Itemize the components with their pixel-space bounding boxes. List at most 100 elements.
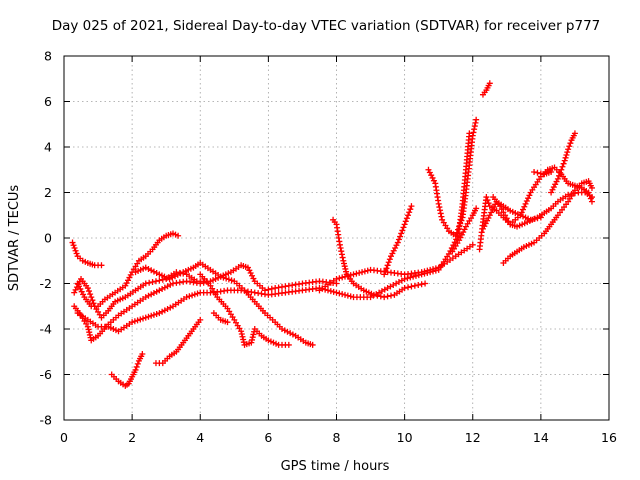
data-point-marker (412, 272, 419, 279)
x-tick-label: 8 (333, 430, 341, 445)
data-point-marker (186, 293, 193, 300)
data-point-marker (224, 319, 231, 326)
data-point-marker (268, 285, 275, 292)
data-point-marker (401, 285, 408, 292)
data-point-marker (469, 241, 476, 248)
data-point-marker (86, 329, 93, 336)
data-point-marker (340, 260, 347, 267)
data-point-marker (191, 291, 198, 298)
data-point-marker (339, 274, 346, 281)
data-point-marker (427, 266, 434, 273)
data-point-marker (564, 149, 571, 156)
data-point-marker (84, 323, 91, 330)
data-point-marker (309, 341, 316, 348)
data-point-marker (483, 194, 490, 201)
data-point-marker (85, 326, 92, 333)
data-point-marker (485, 200, 492, 207)
data-point-marker (149, 278, 156, 285)
series-track-21 (531, 169, 555, 178)
data-point-marker (330, 288, 337, 295)
data-point-marker (397, 233, 404, 240)
series-track-23 (479, 198, 544, 232)
data-point-marker (410, 273, 417, 280)
data-point-marker (559, 163, 566, 170)
data-point-marker (531, 216, 538, 223)
data-point-marker (339, 291, 346, 298)
y-axis-label: SDTVAR / TECUs (7, 185, 22, 292)
data-point-marker (152, 278, 159, 285)
plot-frame (63, 55, 610, 421)
x-tick-label: 0 (60, 430, 68, 445)
data-point-marker (505, 218, 512, 225)
data-point-marker (142, 314, 149, 321)
data-point-marker (340, 257, 347, 264)
y-axis-ticks: -8 -6 -4 -2 0 2 4 6 8 (40, 49, 609, 428)
y-tick-label: -2 (40, 276, 52, 291)
series-track-15 (449, 205, 480, 255)
data-point-marker (411, 282, 418, 289)
data-point-marker (527, 216, 534, 223)
data-point-marker (519, 206, 526, 213)
data-point-marker (197, 280, 204, 287)
data-point-marker (129, 319, 136, 326)
data-point-marker (159, 276, 166, 283)
data-point-marker (381, 271, 388, 278)
data-point-marker (565, 191, 572, 198)
x-tick-label: 6 (264, 430, 272, 445)
data-point-marker (377, 293, 384, 300)
data-point-marker (531, 169, 538, 176)
series-track-2 (71, 269, 211, 321)
data-point-marker (382, 268, 389, 275)
data-point-marker (503, 215, 510, 222)
data-point-marker (353, 270, 360, 277)
data-point-marker (526, 192, 533, 199)
data-point-marker (430, 266, 437, 273)
data-point-marker (585, 189, 592, 196)
data-point-marker (438, 213, 445, 220)
data-point-marker (587, 195, 594, 202)
data-point-marker (139, 351, 146, 358)
data-point-marker (153, 310, 160, 317)
series-track-3 (74, 230, 182, 310)
data-point-marker (386, 256, 393, 263)
data-point-marker (342, 291, 349, 298)
data-point-marker (88, 294, 95, 301)
data-point-marker (534, 215, 541, 222)
data-point-marker (344, 292, 351, 299)
data-point-marker (156, 277, 163, 284)
data-markers (69, 80, 595, 389)
data-point-marker (432, 265, 439, 272)
data-point-marker (337, 245, 344, 252)
series-track-11 (330, 216, 429, 301)
data-point-marker (84, 285, 91, 292)
data-point-marker (248, 339, 255, 346)
data-point-marker (359, 269, 366, 276)
data-point-marker (134, 360, 141, 367)
data-point-marker (398, 230, 405, 237)
data-point-marker (134, 317, 141, 324)
data-point-marker (408, 203, 415, 210)
data-point-marker (225, 276, 232, 283)
data-point-marker (556, 172, 563, 179)
data-point-marker (228, 277, 235, 284)
series-track-8 (152, 316, 204, 367)
data-point-marker (249, 336, 256, 343)
data-point-marker (72, 247, 79, 254)
data-point-marker (406, 209, 413, 216)
data-point-marker (400, 224, 407, 231)
data-point-marker (523, 198, 530, 205)
data-point-marker (421, 268, 428, 275)
data-point-marker (338, 251, 345, 258)
y-tick-label: 4 (44, 140, 52, 155)
data-point-marker (347, 293, 354, 300)
data-point-marker (217, 273, 224, 280)
data-point-marker (486, 80, 493, 87)
x-tick-label: 4 (196, 430, 204, 445)
data-point-marker (522, 200, 529, 207)
data-point-marker (220, 274, 227, 281)
x-axis-ticks: 0 2 4 6 8 10 12 14 16 (60, 56, 617, 445)
data-point-marker (407, 274, 414, 281)
data-point-marker (557, 169, 564, 176)
data-point-marker (466, 130, 473, 137)
data-point-marker (148, 312, 155, 319)
